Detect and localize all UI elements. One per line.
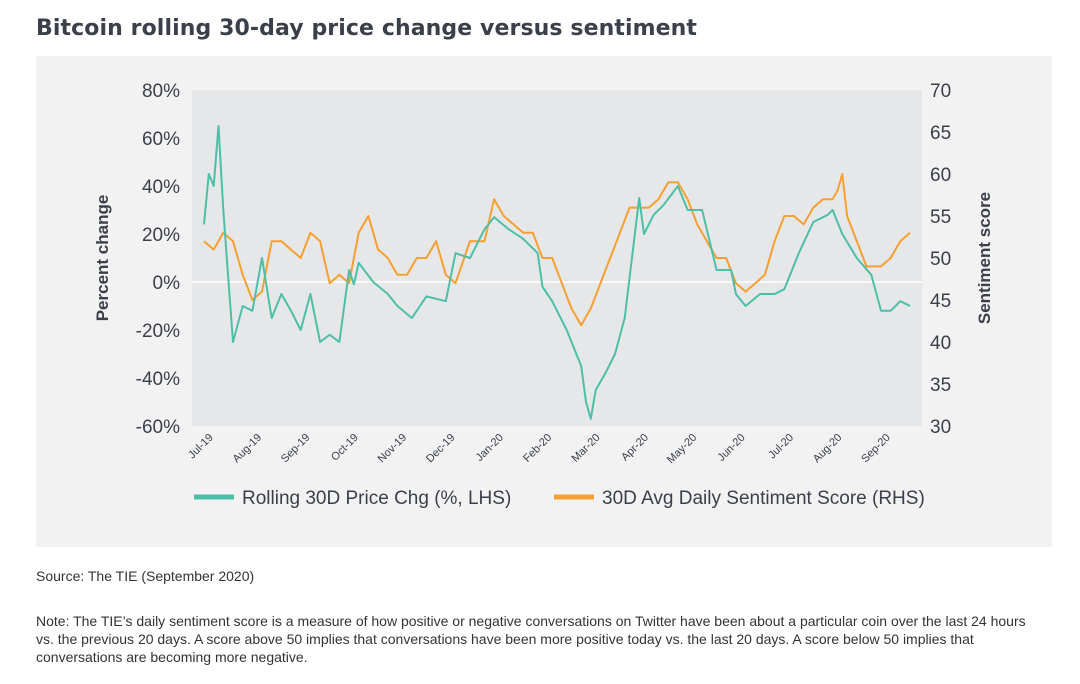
x-tick-label: Dec-19 — [424, 432, 458, 466]
y2-axis-label: Sentiment score — [975, 192, 994, 324]
y2-tick-label: 60 — [930, 165, 951, 186]
y2-tick-label: 55 — [930, 207, 951, 228]
x-tick-label: Jan-20 — [474, 432, 506, 464]
y-axis-label: Percent change — [93, 195, 112, 322]
x-tick-label: Sep-19 — [279, 432, 313, 466]
chart-title: Bitcoin rolling 30-day price change vers… — [36, 16, 698, 41]
price-change-line — [203, 125, 911, 420]
y2-tick-label: 30 — [930, 417, 951, 438]
x-tick-label: Sep-20 — [859, 432, 893, 466]
x-tick-label: Feb-20 — [521, 432, 554, 465]
y-tick-label: 40% — [142, 177, 180, 198]
legend-label-sentiment: 30D Avg Daily Sentiment Score (RHS) — [602, 488, 925, 509]
x-tick-label: Aug-20 — [811, 432, 845, 466]
y2-tick-label: 35 — [930, 375, 951, 396]
y2-tick-label: 70 — [930, 81, 951, 102]
x-tick-label: Jun-20 — [715, 432, 747, 464]
note-text: Note: The TIE’s daily sentiment score is… — [36, 613, 1026, 665]
x-tick-label: Jul-19 — [186, 432, 216, 462]
y2-tick-label: 40 — [930, 333, 951, 354]
y2-tick-label: 65 — [930, 123, 951, 144]
x-tick-label: Oct-19 — [329, 432, 361, 464]
y2-tick-label: 50 — [930, 249, 951, 270]
x-tick-label: Aug-19 — [231, 432, 265, 466]
plot-area — [192, 90, 922, 426]
y-tick-label: -60% — [136, 417, 180, 438]
y-tick-label: -20% — [136, 321, 180, 342]
chart-panel: 80% 60% 40% 20% 0% -20% -40% -60% 70 65 60 55 50 45 40… — [36, 56, 1052, 547]
chart-svg: 80% 60% 40% 20% 0% -20% -40% -60% 70 65 60 55 50 45 40… — [93, 81, 994, 509]
y-tick-label: 20% — [142, 225, 180, 246]
x-tick-label: Jul-20 — [766, 432, 796, 462]
legend-label-price: Rolling 30D Price Chg (%, LHS) — [242, 488, 511, 509]
x-tick-label: Mar-20 — [570, 432, 603, 465]
sentiment-line — [203, 173, 911, 327]
x-tick-label: Apr-20 — [619, 432, 651, 464]
y-tick-label: 80% — [142, 81, 180, 102]
x-tick-label: May-20 — [665, 432, 699, 466]
source-text: Source: The TIE (September 2020) — [36, 568, 255, 584]
y-tick-label: 60% — [142, 129, 180, 150]
y-tick-label: 0% — [153, 273, 181, 294]
x-tick-label: Nov-19 — [376, 432, 410, 466]
y-tick-label: -40% — [136, 369, 180, 390]
y2-tick-label: 45 — [930, 291, 951, 312]
